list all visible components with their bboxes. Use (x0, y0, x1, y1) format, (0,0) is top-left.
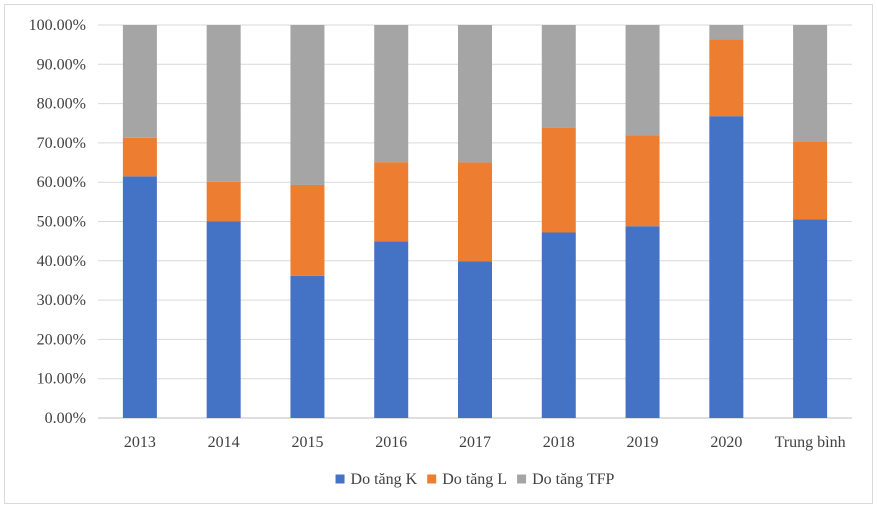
legend-swatch-1 (335, 474, 345, 484)
bar-segment-3-2013 (122, 25, 157, 138)
bar-segment-3-2020 (709, 25, 744, 40)
bar-segment-3-2016 (374, 25, 409, 163)
x-tick-label: 2014 (208, 434, 240, 451)
y-tick-label: 70.00% (37, 135, 86, 152)
x-tick-label: 2015 (291, 434, 323, 451)
bar-segment-3-trung-bình (793, 25, 828, 142)
legend-label: Do tăng TFP (532, 471, 614, 488)
bar-segment-2-2017 (458, 162, 492, 262)
bars (122, 25, 828, 419)
x-axis-tick-labels: 2013 2014 2015 2016 2017 2018 2019 2020 Trung bì… (124, 434, 846, 451)
y-tick-label: 40.00% (37, 253, 86, 270)
legend-label: Do tăng L (442, 471, 507, 488)
y-tick-label: 100.00% (29, 17, 86, 34)
x-tick-label: 2013 (124, 434, 156, 451)
legend-swatch-2 (427, 474, 437, 484)
y-tick-label: 10.00% (37, 371, 86, 388)
bar-segment-1-2013 (122, 176, 157, 418)
x-tick-label: 2020 (710, 434, 742, 451)
bar-segment-1-2019 (625, 226, 660, 418)
legend-label: Do tăng K (351, 471, 418, 488)
x-tick-label: 2019 (627, 434, 659, 451)
y-tick-label: 30.00% (37, 292, 86, 309)
bar-segment-3-2018 (541, 25, 576, 128)
x-tick-label: 2016 (375, 434, 407, 451)
bar-segment-1-2016 (374, 241, 409, 418)
bar-segment-1-2014 (206, 221, 241, 418)
x-tick-label: Trung bình (775, 434, 846, 451)
bar-segment-2-2015 (290, 184, 325, 276)
legend: Do tăng K Do tăng L Do tăng TFP (335, 471, 615, 488)
bar-segment-1-2015 (290, 275, 325, 418)
y-tick-label: 0.00% (45, 410, 86, 427)
y-axis-tick-labels: 0.00% 10.00% 20.00% 30.00% 40.00% 50.00% 60.00… (29, 17, 86, 427)
bar-segment-2-trung-bình (793, 141, 828, 220)
bar-segment-2-2019 (625, 135, 660, 227)
bar-segment-2-2013 (122, 137, 157, 177)
bar-segment-2-2014 (206, 181, 241, 222)
bar-segment-1-trung-bình (793, 219, 828, 418)
bar-segment-1-2018 (541, 232, 576, 418)
bar-segment-2-2020 (709, 39, 744, 117)
bar-segment-2-2016 (374, 162, 409, 242)
y-tick-label: 80.00% (37, 96, 86, 113)
legend-swatch-3 (517, 474, 527, 484)
x-tick-label: 2017 (459, 434, 491, 451)
bar-segment-3-2017 (458, 25, 492, 163)
bar-segment-3-2015 (290, 25, 325, 185)
y-tick-label: 90.00% (37, 56, 86, 73)
y-tick-label: 60.00% (37, 174, 86, 191)
x-tick-label: 2018 (543, 434, 575, 451)
y-tick-label: 20.00% (37, 331, 86, 348)
bar-segment-3-2019 (625, 25, 660, 136)
bar-segment-2-2018 (541, 127, 576, 233)
y-tick-label: 50.00% (37, 214, 86, 231)
bar-segment-1-2020 (709, 116, 744, 419)
bar-segment-1-2017 (458, 261, 492, 418)
bar-segment-3-2014 (206, 25, 241, 182)
